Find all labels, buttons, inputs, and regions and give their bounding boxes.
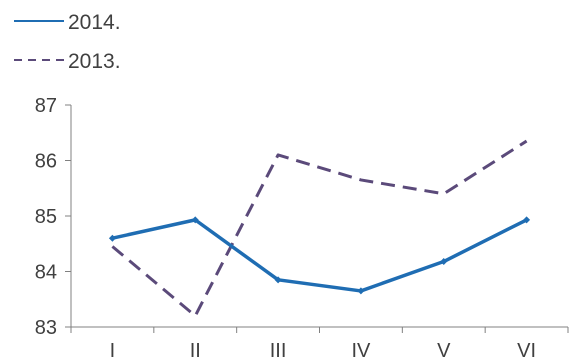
data-point-2014 <box>191 216 199 224</box>
legend-label-2013: 2013. <box>68 50 121 73</box>
data-point-2014 <box>523 216 531 224</box>
series-layer <box>108 139 531 318</box>
y-tick-label: 83 <box>35 317 57 339</box>
legend: 2014. 2013. <box>14 11 121 73</box>
data-point-2014 <box>274 276 282 284</box>
data-point-2014 <box>440 258 448 266</box>
legend-item-2014: 2014. <box>14 11 121 34</box>
x-tick-label: III <box>270 340 287 358</box>
y-tick-label: 84 <box>35 262 57 284</box>
x-tick-label: VI <box>517 340 536 358</box>
x-tick-label: II <box>190 340 201 358</box>
y-tick-label: 86 <box>35 151 57 173</box>
y-tick-label: 87 <box>35 95 57 117</box>
legend-item-2013: 2013. <box>14 50 121 73</box>
legend-label-2014: 2014. <box>68 11 121 34</box>
series-line-2014 <box>112 218 528 293</box>
x-tick-label: IV <box>351 340 371 358</box>
x-tick-label: I <box>110 340 116 358</box>
series-line-2013 <box>111 139 528 318</box>
data-point-2014 <box>108 234 116 242</box>
x-tick-label: V <box>437 340 451 358</box>
data-point-2014 <box>357 287 365 295</box>
y-tick-label: 85 <box>35 206 57 228</box>
